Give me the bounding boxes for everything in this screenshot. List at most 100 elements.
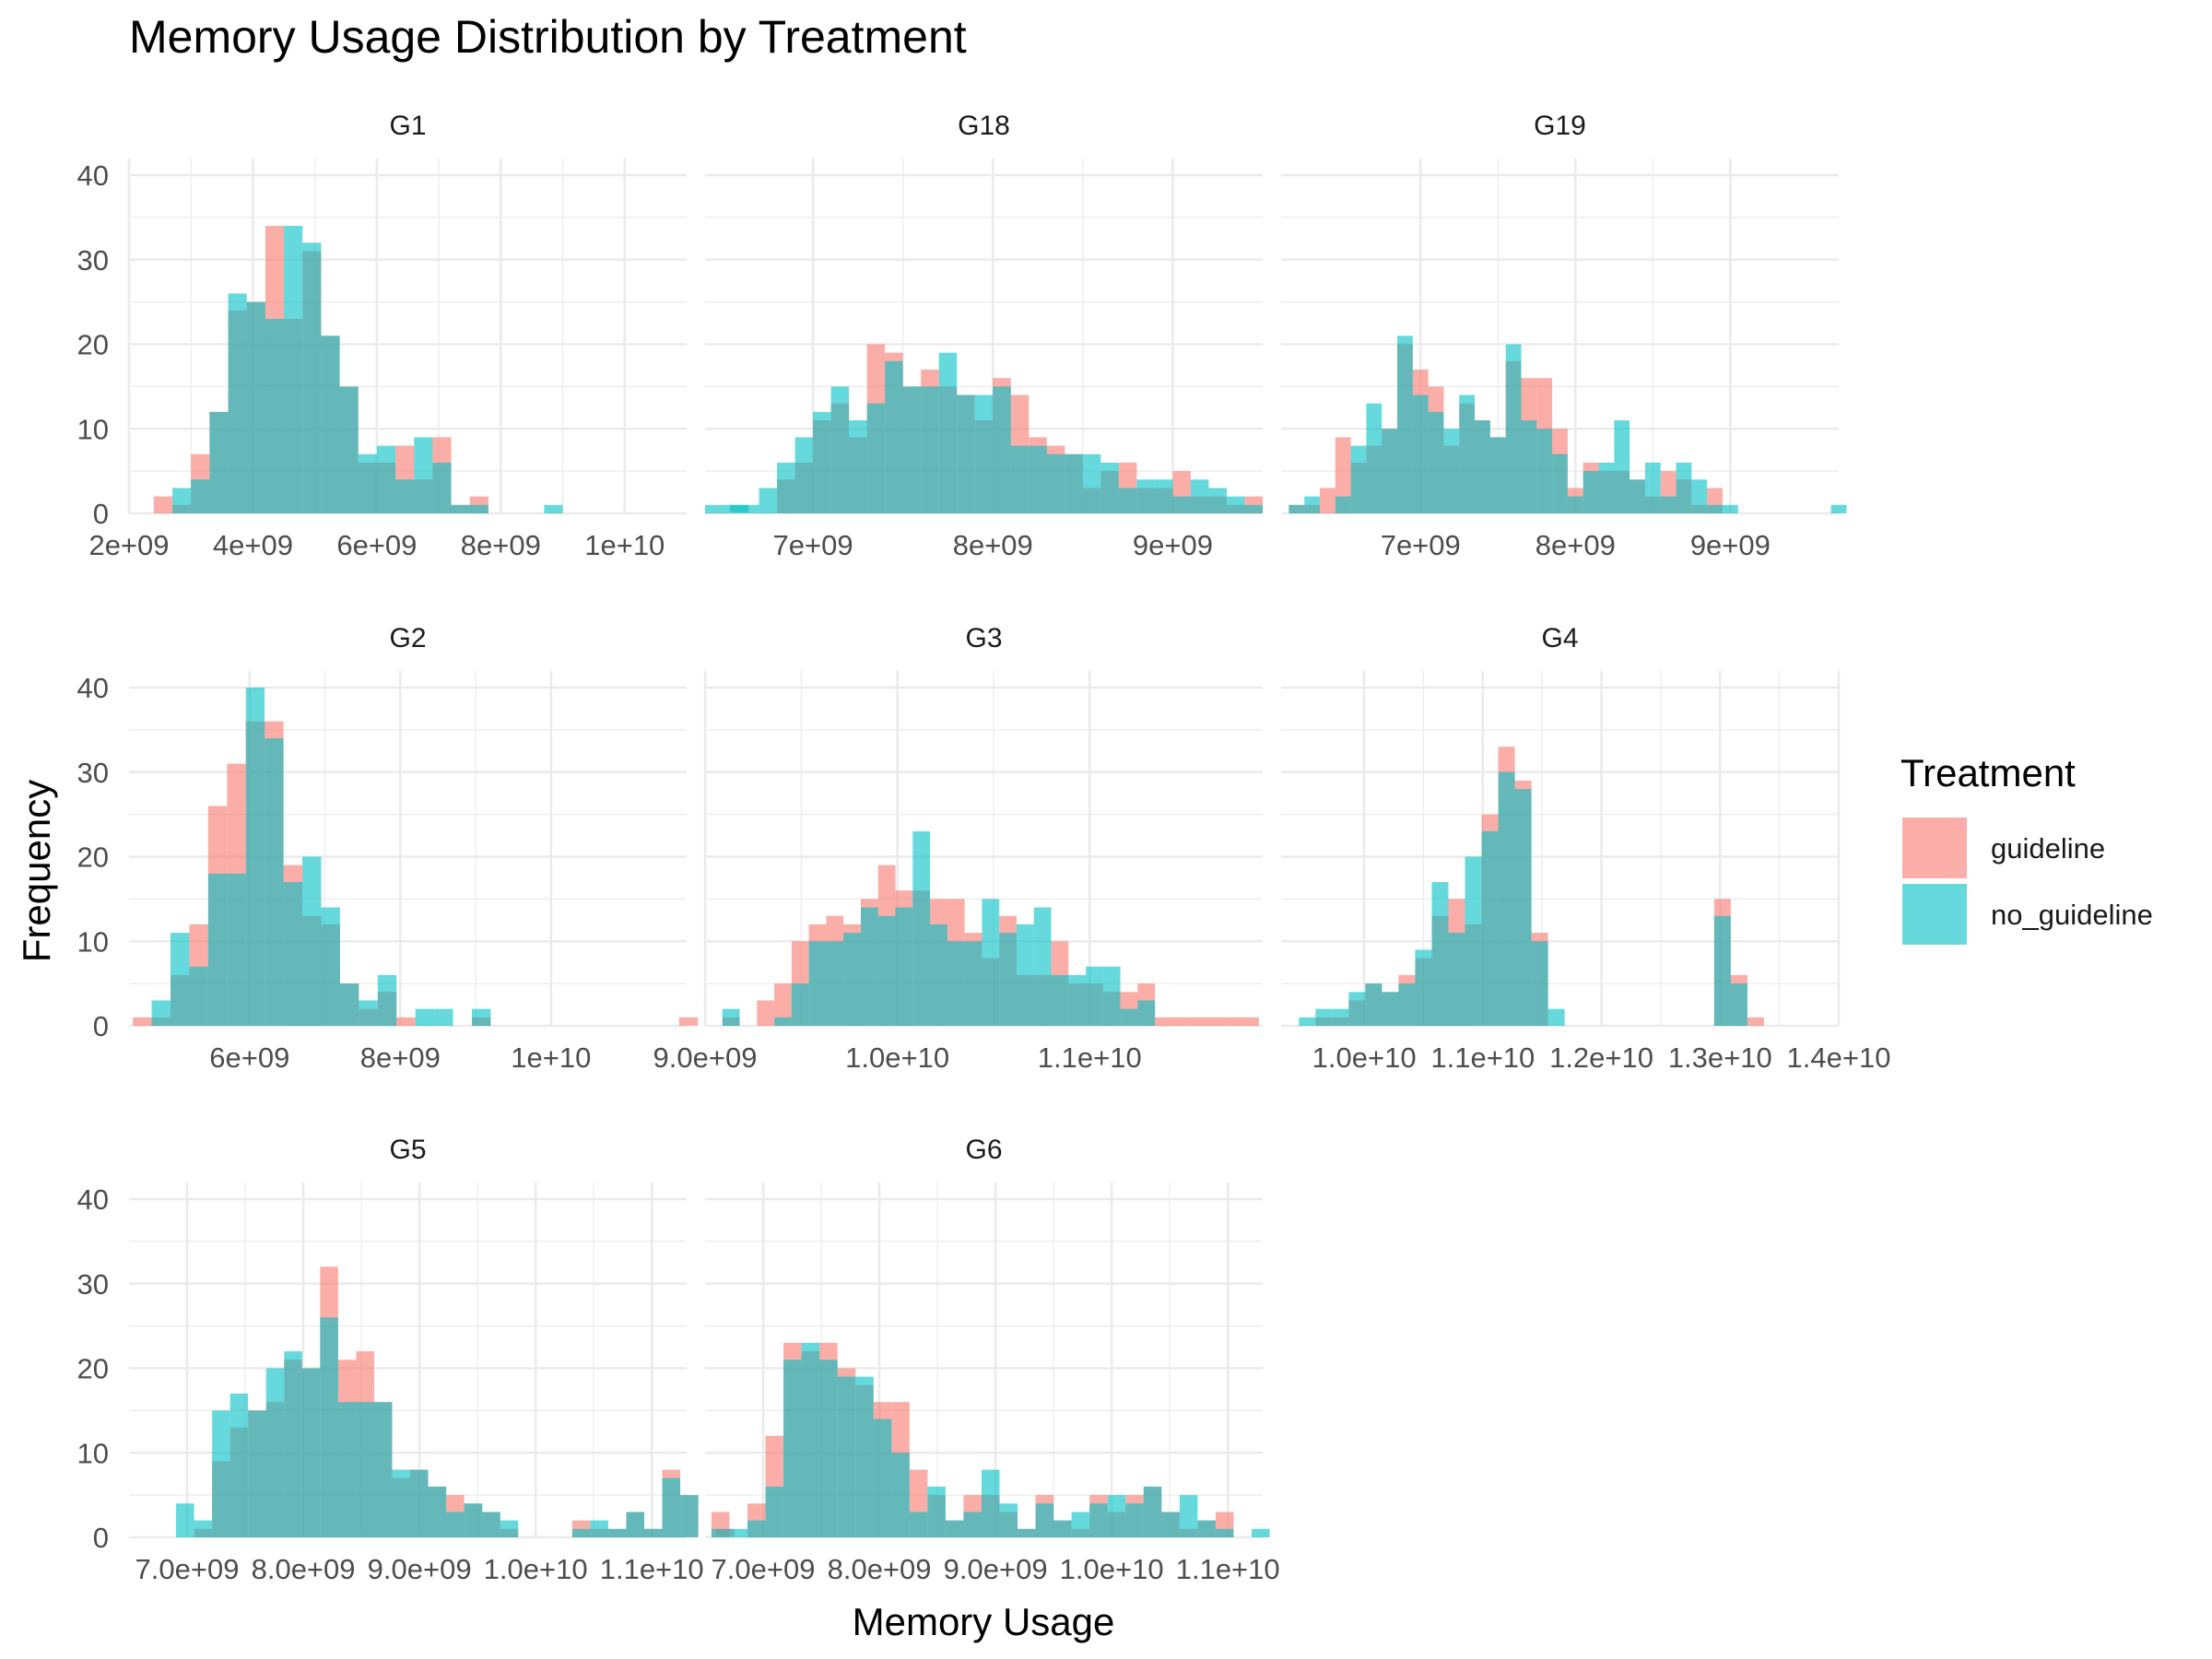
bar-guideline	[1320, 488, 1335, 513]
bar-no_guideline	[1365, 983, 1382, 1026]
bar-no_guideline	[607, 1528, 627, 1537]
bar-no_guideline	[1691, 479, 1708, 513]
legend: Treatment guideline no_guideline	[1900, 751, 2153, 945]
bar-no_guideline	[837, 1376, 856, 1537]
bar-no_guideline	[964, 941, 982, 1026]
y-tick-label: 0	[93, 1010, 109, 1042]
bar-no_guideline	[1016, 924, 1034, 1026]
bar-no_guideline	[1536, 429, 1553, 513]
bar-no_guideline	[1172, 496, 1191, 513]
bar-no_guideline	[415, 1008, 435, 1026]
bar-no_guideline	[1547, 1008, 1565, 1026]
bar-no_guideline	[428, 1486, 447, 1537]
bar-no_guideline	[1304, 496, 1321, 513]
bar-no_guideline	[301, 1368, 321, 1537]
facet-panels: G1 0 10 20 30 40 2e+09 4e+09 6e+09 8e+09 1e+10 G18 7…	[77, 111, 1891, 1585]
facet-label-g19: G19	[1534, 111, 1586, 141]
y-tick-label: 40	[77, 159, 109, 192]
bar-no_guideline	[974, 394, 994, 513]
bar-no_guideline	[590, 1520, 608, 1537]
y-tick-label: 10	[77, 925, 109, 958]
bar-no_guideline	[877, 915, 896, 1026]
bar-no_guideline	[912, 830, 931, 1026]
bar-no_guideline	[229, 1394, 249, 1537]
facet-label-g6: G6	[965, 1135, 1002, 1165]
bar-no_guideline	[1029, 445, 1047, 513]
bar-no_guideline	[392, 1469, 411, 1537]
x-tick-label: 1.4e+10	[1787, 1041, 1891, 1074]
bar-no_guideline	[1481, 830, 1499, 1026]
bar-no_guideline	[843, 933, 861, 1026]
bar-no_guideline	[373, 1402, 393, 1537]
facet-g19: G19 7e+09 8e+09 9e+09	[1281, 111, 1847, 561]
legend-item-guideline: guideline	[1902, 818, 2105, 878]
bar-no_guideline	[395, 479, 415, 513]
bar-no_guideline	[801, 1342, 820, 1537]
bar-no_guideline	[711, 1528, 730, 1537]
bar-no_guideline	[228, 293, 247, 513]
x-tick-label: 1.0e+10	[1060, 1553, 1164, 1585]
chart-title: Memory Usage Distribution by Treatment	[129, 11, 967, 63]
facet-g18: G18 7e+09 8e+09 9e+09	[705, 111, 1263, 561]
bar-guideline	[1241, 1017, 1259, 1026]
x-tick-label: 1.0e+10	[1312, 1041, 1417, 1074]
bar-guideline	[153, 496, 173, 513]
bar-no_guideline	[902, 386, 922, 513]
facet-label-g4: G4	[1541, 623, 1578, 653]
bar-no_guideline	[265, 318, 285, 513]
bar-guideline	[774, 983, 792, 1026]
bar-no_guideline	[1644, 462, 1661, 513]
x-tick-label: 6e+09	[336, 529, 417, 561]
bar-no_guideline	[176, 1503, 194, 1537]
bar-no_guideline	[1583, 471, 1599, 513]
series-no_guideline	[151, 688, 491, 1026]
bar-no_guideline	[1428, 411, 1444, 513]
x-tick-label: 8e+09	[360, 1041, 441, 1074]
bar-no_guideline	[1332, 1008, 1349, 1026]
bar-no_guideline	[1676, 462, 1692, 513]
bar-no_guideline	[1215, 1528, 1234, 1537]
bar-no_guideline	[1475, 420, 1490, 513]
bar-no_guideline	[963, 1512, 982, 1537]
bar-no_guideline	[471, 1008, 491, 1026]
bar-guideline	[757, 1000, 775, 1026]
bar-no_guideline	[1382, 992, 1399, 1026]
bar-no_guideline	[189, 966, 208, 1026]
x-tick-label: 1.1e+10	[1176, 1553, 1280, 1585]
bar-no_guideline	[999, 1503, 1018, 1537]
y-tick-label: 10	[77, 1437, 109, 1469]
bar-no_guideline	[1567, 496, 1583, 513]
bar-no_guideline	[783, 1359, 802, 1537]
bar-no_guideline	[1730, 983, 1747, 1026]
bar-guideline	[133, 1017, 152, 1026]
legend-item-no_guideline: no_guideline	[1902, 884, 2153, 945]
legend-swatch	[1902, 818, 1967, 878]
bar-no_guideline	[1415, 949, 1432, 1026]
bar-no_guideline	[209, 411, 229, 513]
bar-no_guideline	[265, 1368, 285, 1537]
y-tick-label: 0	[93, 1522, 109, 1554]
series-no_guideline	[1288, 335, 1847, 513]
bar-no_guideline	[227, 873, 246, 1026]
bar-no_guideline	[873, 1418, 892, 1537]
bar-no_guideline	[1660, 496, 1677, 513]
bar-no_guideline	[1630, 479, 1645, 513]
bar-no_guideline	[414, 437, 433, 513]
bar-no_guideline	[1552, 453, 1568, 513]
bar-no_guideline	[723, 504, 742, 513]
bar-no_guideline	[321, 335, 340, 513]
bar-no_guideline	[866, 403, 886, 513]
bar-no_guideline	[151, 1000, 171, 1026]
bar-no_guideline	[1143, 1486, 1162, 1537]
y-tick-label: 40	[77, 672, 109, 704]
x-tick-label: 9e+09	[1690, 529, 1771, 561]
bar-no_guideline	[885, 360, 903, 513]
bar-no_guideline	[747, 1520, 766, 1537]
bar-no_guideline	[819, 1359, 838, 1537]
x-tick-label: 9.0e+09	[368, 1553, 472, 1585]
bar-no_guideline	[1614, 420, 1630, 513]
bar-no_guideline	[1100, 462, 1119, 513]
x-tick-label: 1.2e+10	[1549, 1041, 1653, 1074]
x-tick-label: 1.0e+10	[845, 1041, 949, 1074]
